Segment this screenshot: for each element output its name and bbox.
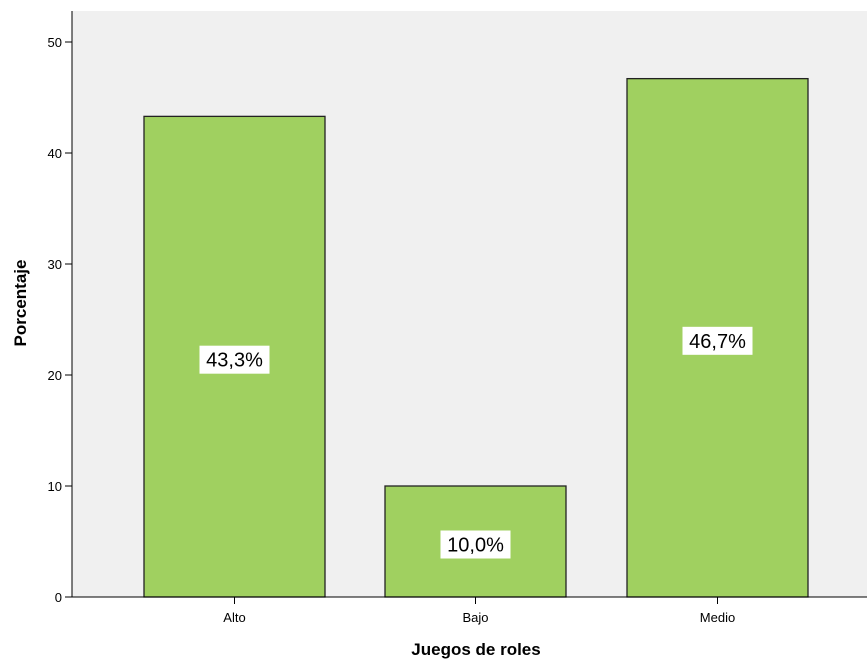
y-axis-title: Porcentaje	[11, 260, 30, 347]
bars-group: 43,3% 10,0% 46,7%	[143, 77, 809, 598]
y-tick-label: 10	[48, 479, 62, 494]
x-axis: Alto Bajo Medio	[72, 596, 867, 625]
y-tick-label: 40	[48, 146, 62, 161]
x-tick-label: Medio	[700, 610, 735, 625]
x-axis-title: Juegos de roles	[411, 640, 540, 659]
y-tick-label: 50	[48, 35, 62, 50]
y-tick-label: 0	[55, 590, 62, 605]
data-label-box	[199, 345, 270, 374]
y-tick-label: 20	[48, 368, 62, 383]
x-tick-label: Alto	[223, 610, 245, 625]
y-axis: 0 10 20 30 40 50	[48, 11, 73, 605]
data-label-box	[440, 530, 511, 559]
data-label: 43,3%	[206, 350, 263, 372]
data-label: 46,7%	[689, 331, 746, 353]
y-tick-label: 30	[48, 257, 62, 272]
x-tick-label: Bajo	[462, 610, 488, 625]
data-label: 10,0%	[447, 535, 504, 557]
data-label-box	[682, 326, 753, 355]
